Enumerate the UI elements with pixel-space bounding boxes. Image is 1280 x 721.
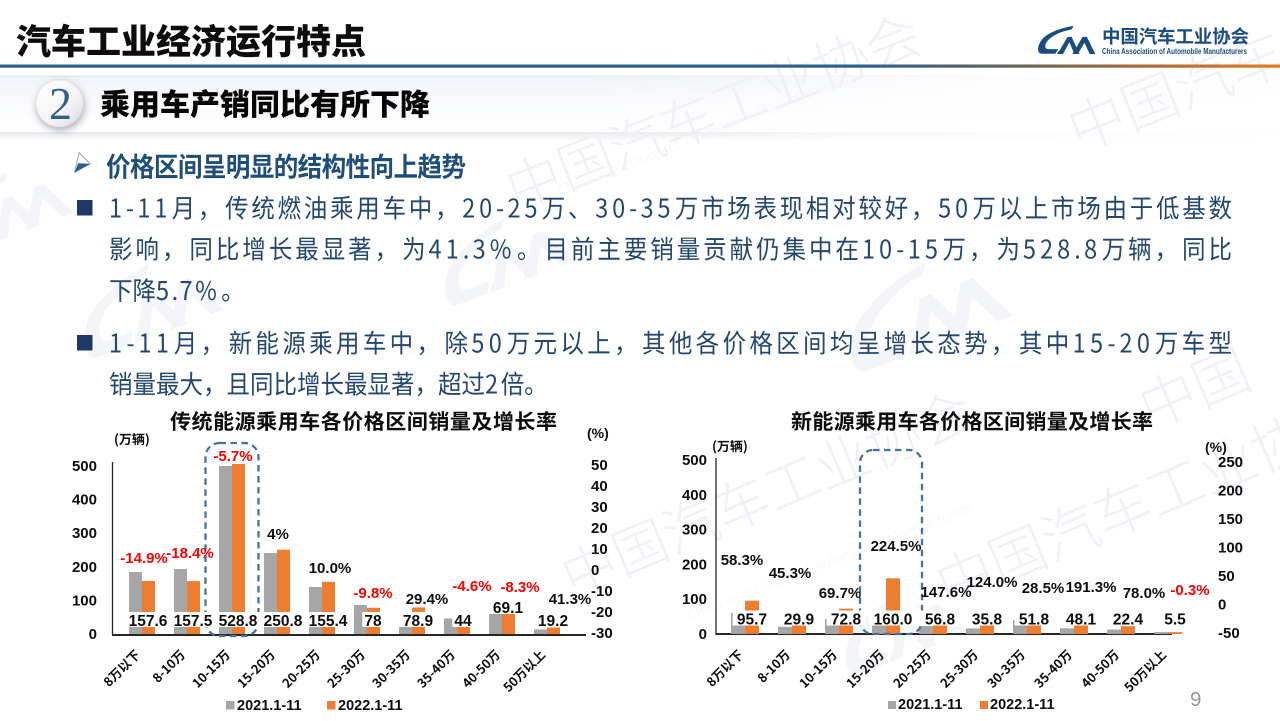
svg-text:160.0: 160.0 — [874, 612, 913, 629]
svg-text:-10: -10 — [591, 583, 613, 600]
svg-text:500: 500 — [682, 452, 707, 469]
svg-text:200: 200 — [1218, 483, 1243, 500]
svg-text:157.6: 157.6 — [129, 613, 168, 630]
svg-text:44: 44 — [454, 613, 472, 630]
svg-text:(%): (%) — [587, 425, 609, 441]
svg-text:20: 20 — [591, 520, 608, 537]
svg-text:78: 78 — [364, 613, 382, 630]
svg-text:150: 150 — [1218, 511, 1243, 528]
svg-text:4%: 4% — [267, 526, 289, 543]
svg-text:58.3%: 58.3% — [721, 552, 764, 569]
svg-text:48.1: 48.1 — [1066, 612, 1097, 629]
svg-text:0: 0 — [89, 626, 97, 643]
svg-text:30: 30 — [591, 499, 608, 516]
svg-text:-30: -30 — [591, 625, 613, 642]
svg-text:19.2: 19.2 — [538, 613, 568, 630]
svg-text:250: 250 — [1218, 454, 1243, 471]
svg-text:10: 10 — [591, 541, 608, 558]
svg-text:-0.3%: -0.3% — [1170, 582, 1209, 599]
svg-text:250.8: 250.8 — [264, 613, 303, 630]
svg-text:-5.7%: -5.7% — [213, 448, 252, 465]
svg-text:157.5: 157.5 — [174, 613, 213, 630]
svg-text:22.4: 22.4 — [1113, 612, 1144, 629]
svg-text:(%): (%) — [1205, 439, 1227, 455]
svg-text:-9.8%: -9.8% — [353, 585, 392, 602]
svg-text:400: 400 — [72, 492, 97, 509]
svg-text:100: 100 — [1218, 540, 1243, 557]
svg-text:56.8: 56.8 — [925, 612, 956, 629]
svg-text:0: 0 — [591, 562, 599, 579]
svg-text:191.3%: 191.3% — [1066, 579, 1117, 596]
svg-text:-18.4%: -18.4% — [166, 545, 214, 562]
svg-text:50: 50 — [1218, 568, 1235, 585]
svg-text:78.9: 78.9 — [403, 613, 434, 630]
svg-text:28.5%: 28.5% — [1022, 580, 1065, 597]
svg-text:35.8: 35.8 — [972, 612, 1003, 629]
svg-text:-4.6%: -4.6% — [452, 578, 491, 595]
svg-text:-20: -20 — [591, 604, 613, 621]
svg-text:300: 300 — [682, 522, 707, 539]
svg-text:2022.1-11: 2022.1-11 — [338, 698, 403, 714]
svg-text:400: 400 — [682, 487, 707, 504]
svg-text:224.5%: 224.5% — [871, 538, 922, 555]
svg-text:124.0%: 124.0% — [967, 574, 1018, 591]
svg-text:51.8: 51.8 — [1019, 612, 1050, 629]
svg-text:40: 40 — [591, 478, 608, 495]
svg-text:41.3%: 41.3% — [549, 591, 592, 608]
svg-text:500: 500 — [72, 458, 97, 475]
svg-text:78.0%: 78.0% — [1123, 585, 1166, 602]
svg-text:29.4%: 29.4% — [406, 591, 449, 608]
svg-text:0: 0 — [1218, 597, 1226, 614]
svg-text:45.3%: 45.3% — [769, 565, 812, 582]
svg-text:-50: -50 — [1218, 625, 1240, 642]
svg-text:2021.1-11: 2021.1-11 — [898, 697, 963, 713]
svg-text:72.8: 72.8 — [831, 612, 862, 629]
svg-text:5.5: 5.5 — [1164, 612, 1186, 629]
svg-text:0: 0 — [699, 626, 707, 643]
svg-text:2: 2 — [49, 78, 72, 129]
svg-text:200: 200 — [682, 556, 707, 573]
svg-text:100: 100 — [72, 592, 97, 609]
svg-text:-14.9%: -14.9% — [120, 550, 168, 567]
svg-text:-8.3%: -8.3% — [500, 579, 539, 596]
svg-text:2021.1-11: 2021.1-11 — [237, 698, 302, 714]
svg-text:300: 300 — [72, 525, 97, 542]
svg-text:69.7%: 69.7% — [819, 585, 862, 602]
svg-text:9: 9 — [1190, 688, 1201, 711]
svg-text:29.9: 29.9 — [784, 612, 815, 629]
svg-text:200: 200 — [72, 559, 97, 576]
svg-text:528.8: 528.8 — [219, 613, 258, 630]
svg-text:100: 100 — [682, 591, 707, 608]
svg-text:147.6%: 147.6% — [921, 584, 972, 601]
svg-text:50: 50 — [591, 457, 608, 474]
svg-text:China Association of Automobil: China Association of Automobile Manufact… — [1102, 46, 1247, 56]
svg-text:69.1: 69.1 — [493, 600, 524, 617]
svg-text:2022.1-11: 2022.1-11 — [990, 697, 1055, 713]
svg-text:10.0%: 10.0% — [309, 560, 352, 577]
svg-text:95.7: 95.7 — [737, 612, 767, 629]
svg-text:155.4: 155.4 — [309, 613, 348, 630]
